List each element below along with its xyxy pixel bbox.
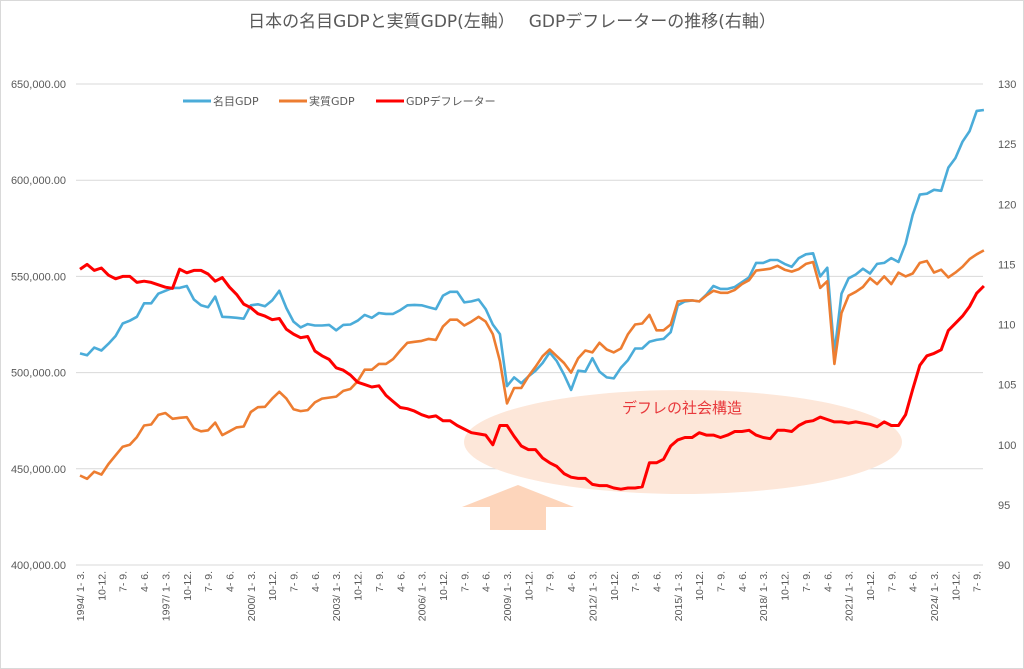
series-layer xyxy=(79,108,985,491)
left-tick-label: 400,000.00 xyxy=(11,560,66,572)
x-tick-label: 7- 9. xyxy=(716,571,728,592)
annotation-layer: デフレの社会構造 xyxy=(462,390,902,530)
x-tick-label: 2021/ 1- 3. xyxy=(844,571,856,621)
x-tick-label: 4- 6. xyxy=(395,571,407,592)
x-tick-label: 1997/ 1- 3. xyxy=(160,571,172,621)
x-tick-label: 10-12. xyxy=(96,571,108,601)
x-tick-label: 7- 9. xyxy=(630,571,642,592)
up-arrow-icon xyxy=(462,485,574,530)
legend-label-deflator: GDPデフレーター xyxy=(406,94,496,108)
x-tick-label: 2012/ 1- 3. xyxy=(587,571,599,621)
legend-label-nominal: 名目GDP xyxy=(213,94,259,108)
right-tick-label: 105 xyxy=(998,380,1016,392)
x-tick-label: 7- 9. xyxy=(545,571,557,592)
left-tick-label: 600,000.00 xyxy=(11,175,66,187)
x-tick-label: 4- 6. xyxy=(224,571,236,592)
legend-label-real: 実質GDP xyxy=(309,94,355,108)
x-tick-label: 4- 6. xyxy=(822,571,834,592)
x-tick-label: 10-12. xyxy=(353,571,365,601)
x-tick-label: 7- 9. xyxy=(801,571,813,592)
x-tick-label: 2009/ 1- 3. xyxy=(502,571,514,621)
x-tick-label: 10-12. xyxy=(950,571,962,601)
annotation-text: デフレの社会構造 xyxy=(622,399,742,417)
x-tick-label: 4- 6. xyxy=(139,571,151,592)
series-line-nominal-gdp xyxy=(79,108,985,392)
x-tick-label: 10-12. xyxy=(182,571,194,601)
right-tick-label: 90 xyxy=(998,560,1010,572)
right-tick-label: 130 xyxy=(998,79,1016,91)
x-tick-label: 1994/ 1- 3. xyxy=(75,571,87,621)
x-tick-label: 7- 9. xyxy=(203,571,215,592)
x-tick-label: 10-12. xyxy=(609,571,621,601)
x-tick-label: 10-12. xyxy=(267,571,279,601)
x-tick-label: 4- 6. xyxy=(481,571,493,592)
x-tick-label: 2003/ 1- 3. xyxy=(331,571,343,621)
x-tick-label: 2024/ 1- 3. xyxy=(929,571,941,621)
right-tick-label: 95 xyxy=(998,500,1010,512)
x-tick-label: 7- 9. xyxy=(118,571,130,592)
x-tick-label: 2006/ 1- 3. xyxy=(417,571,429,621)
x-tick-label: 2015/ 1- 3. xyxy=(673,571,685,621)
left-tick-label: 650,000.00 xyxy=(11,79,66,91)
x-tick-label: 7- 9. xyxy=(886,571,898,592)
x-tick-label: 4- 6. xyxy=(651,571,663,592)
x-tick-label: 4- 6. xyxy=(310,571,322,592)
x-tick-label: 10-12. xyxy=(780,571,792,601)
left-tick-label: 500,000.00 xyxy=(11,368,66,380)
left-tick-label: 450,000.00 xyxy=(11,464,66,476)
x-tick-label: 7- 9. xyxy=(972,571,984,592)
left-axis: 650,000.00 600,000.00 550,000.00 500,000.00… xyxy=(11,79,66,572)
x-tick-label: 2018/ 1- 3. xyxy=(758,571,770,621)
right-tick-label: 115 xyxy=(998,259,1016,271)
x-tick-label: 10-12. xyxy=(694,571,706,601)
right-tick-label: 100 xyxy=(998,440,1016,452)
x-axis: 1994/ 1- 3. 10-12. 7- 9. 4- 6. 1997/ 1- 3. 10… xyxy=(75,571,984,621)
series-line-real-gdp xyxy=(79,249,985,481)
x-tick-label: 4- 6. xyxy=(737,571,749,592)
chart-title: 日本の名目GDPと実質GDP(左軸） GDPデフレーターの推移(右軸） xyxy=(248,11,776,32)
right-tick-label: 110 xyxy=(998,320,1016,332)
series-line-gdp-deflator xyxy=(79,262,985,491)
right-axis: 130 125 120 115 110 105 100 95 90 xyxy=(998,79,1016,572)
x-tick-label: 10-12. xyxy=(523,571,535,601)
left-tick-label: 550,000.00 xyxy=(11,271,66,283)
deflation-ellipse xyxy=(464,390,902,494)
x-tick-label: 7- 9. xyxy=(459,571,471,592)
right-tick-label: 125 xyxy=(998,139,1016,151)
x-tick-label: 7- 9. xyxy=(374,571,386,592)
x-tick-label: 4- 6. xyxy=(908,571,920,592)
x-tick-label: 2000/ 1- 3. xyxy=(246,571,258,621)
x-tick-label: 7- 9. xyxy=(289,571,301,592)
x-tick-label: 10-12. xyxy=(865,571,877,601)
x-tick-label: 4- 6. xyxy=(566,571,578,592)
right-tick-label: 120 xyxy=(998,199,1016,211)
legend: 名目GDP 実質GDP GDPデフレーター xyxy=(183,94,496,108)
x-tick-label: 10-12. xyxy=(438,571,450,601)
